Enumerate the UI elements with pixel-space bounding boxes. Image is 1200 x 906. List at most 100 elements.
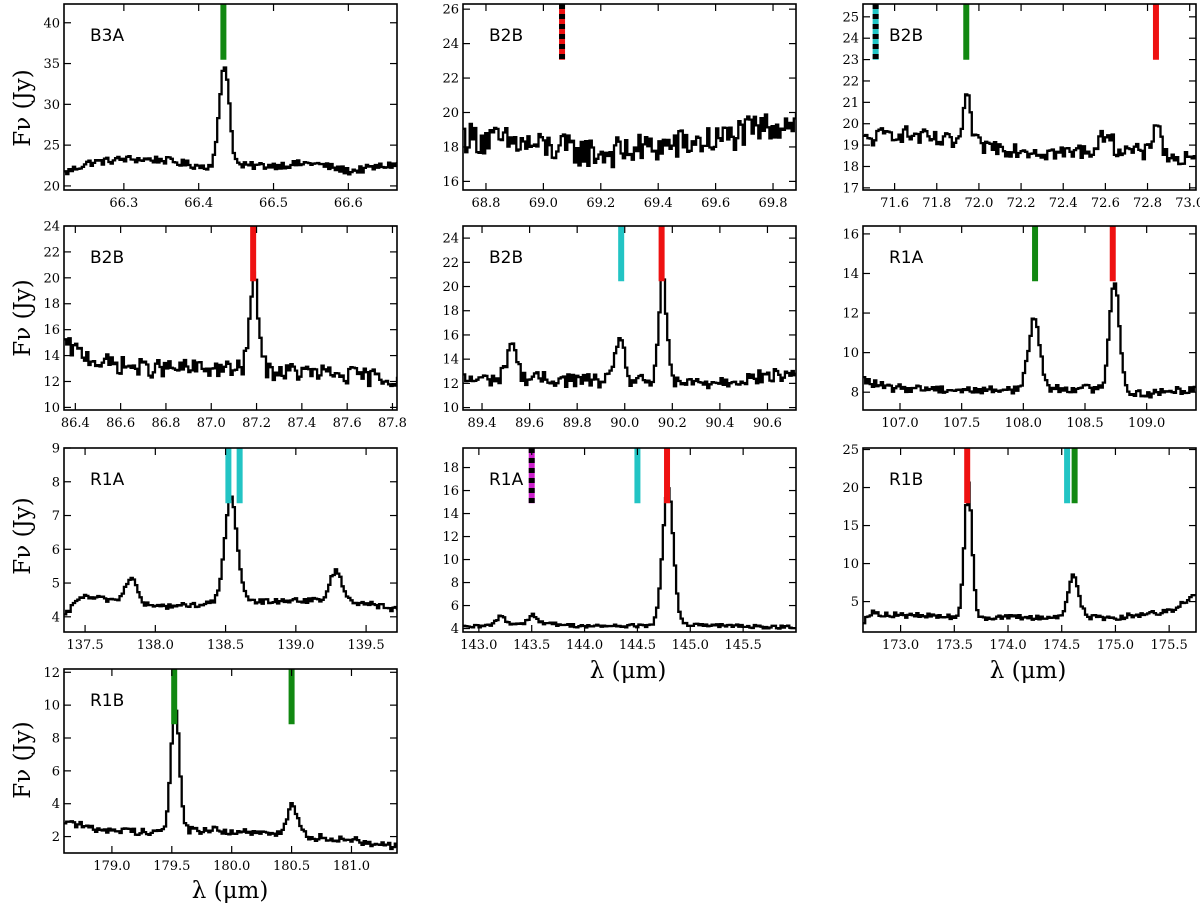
spectrum-line <box>64 709 397 851</box>
y-tick-label: 22 <box>442 72 459 87</box>
x-tick-label: 139.0 <box>277 638 314 653</box>
y-tick-label: 10 <box>442 401 459 416</box>
panel-label: B3A <box>90 26 124 46</box>
x-tick-label: 137.5 <box>66 638 103 653</box>
y-tick-label: 14 <box>842 267 859 282</box>
plot-frame <box>462 447 797 633</box>
y-axis-title-row-1: Fν (Jy) <box>10 69 36 146</box>
x-tick-label: 73.0 <box>1175 196 1200 211</box>
x-tick-label: 89.8 <box>563 416 592 431</box>
x-tick-label: 69.6 <box>701 196 730 211</box>
x-tick-label: 174.0 <box>989 638 1026 653</box>
x-tick-label: 87.0 <box>197 416 226 431</box>
y-tick-label: 5 <box>851 595 859 610</box>
x-tick-label: 143.0 <box>460 638 497 653</box>
x-tick-label: 90.6 <box>753 416 782 431</box>
y-tick-label: 35 <box>43 57 60 72</box>
y-tick-label: 25 <box>842 443 859 458</box>
x-tick-label: 72.6 <box>1091 196 1120 211</box>
x-tick-label: 109.0 <box>1128 416 1165 431</box>
x-tick-label: 66.5 <box>259 196 288 211</box>
y-tick-label: 20 <box>43 271 60 286</box>
spectrum-line <box>463 487 796 630</box>
y-tick-label: 12 <box>442 377 459 392</box>
spectrum-line <box>863 481 1196 625</box>
y-tick-label: 30 <box>43 98 60 113</box>
plot-frame <box>862 225 1197 411</box>
y-tick-label: 14 <box>442 353 459 368</box>
y-tick-label: 19 <box>842 139 859 154</box>
x-tick-label: 72.0 <box>964 196 993 211</box>
x-tick-label: 87.6 <box>333 416 362 431</box>
y-tick-label: 4 <box>52 610 60 625</box>
y-tick-label: 10 <box>43 699 60 714</box>
y-tick-label: 20 <box>842 117 859 132</box>
x-tick-label: 145.5 <box>725 638 762 653</box>
y-tick-label: 15 <box>842 519 859 534</box>
x-tick-label: 72.8 <box>1133 196 1162 211</box>
x-tick-label: 87.2 <box>242 416 271 431</box>
x-tick-label: 107.5 <box>943 416 980 431</box>
plot-frame <box>63 447 398 633</box>
spectrum-line <box>863 282 1196 399</box>
y-tick-label: 40 <box>43 16 60 31</box>
y-tick-label: 4 <box>451 622 459 637</box>
y-tick-label: 25 <box>842 10 859 25</box>
y-tick-label: 10 <box>842 346 859 361</box>
x-tick-label: 66.3 <box>109 196 138 211</box>
x-tick-label: 180.5 <box>273 859 310 874</box>
y-axis-title-row-4: Fν (Jy) <box>10 721 36 798</box>
y-tick-label: 25 <box>43 139 60 154</box>
y-tick-label: 20 <box>442 106 459 121</box>
panel-label: R1B <box>889 470 923 490</box>
x-axis-title-col-2: λ (μm) <box>590 658 667 684</box>
y-tick-label: 10 <box>442 553 459 568</box>
y-tick-label: 20 <box>842 481 859 496</box>
x-tick-label: 173.0 <box>882 638 919 653</box>
y-tick-label: 22 <box>842 74 859 89</box>
x-tick-label: 90.2 <box>658 416 687 431</box>
y-tick-label: 24 <box>442 232 459 247</box>
x-tick-label: 87.8 <box>378 416 407 431</box>
x-tick-label: 72.4 <box>1049 196 1078 211</box>
x-tick-label: 143.5 <box>513 638 550 653</box>
y-tick-label: 20 <box>442 280 459 295</box>
plot-frame <box>862 3 1197 191</box>
plot-frame <box>462 225 797 411</box>
x-tick-label: 180.0 <box>213 859 250 874</box>
x-tick-label: 138.0 <box>137 638 174 653</box>
y-tick-label: 14 <box>43 349 60 364</box>
y-tick-label: 23 <box>842 53 859 68</box>
x-tick-label: 71.6 <box>880 196 909 211</box>
panel-label: R1B <box>90 691 124 711</box>
y-tick-label: 26 <box>442 3 459 18</box>
y-tick-label: 12 <box>842 307 859 322</box>
y-tick-label: 4 <box>52 797 60 812</box>
spectrum-line <box>64 495 397 616</box>
x-tick-label: 107.0 <box>881 416 918 431</box>
y-tick-label: 8 <box>851 386 859 401</box>
x-tick-label: 144.5 <box>619 638 656 653</box>
x-tick-label: 69.0 <box>529 196 558 211</box>
y-tick-label: 18 <box>43 297 60 312</box>
x-tick-label: 175.0 <box>1097 638 1134 653</box>
spectrum-line <box>64 66 397 176</box>
y-tick-label: 18 <box>442 461 459 476</box>
x-tick-label: 90.0 <box>610 416 639 431</box>
panel-label: B2B <box>489 248 523 268</box>
spectrum-line <box>463 112 796 169</box>
spectrum-line <box>463 271 796 390</box>
plot-frame <box>862 447 1197 633</box>
y-axis-title-row-3: Fν (Jy) <box>10 497 36 574</box>
y-tick-label: 18 <box>442 140 459 155</box>
x-tick-label: 145.0 <box>672 638 709 653</box>
y-tick-label: 16 <box>442 175 459 190</box>
x-tick-label: 175.5 <box>1151 638 1188 653</box>
x-tick-label: 68.8 <box>471 196 500 211</box>
x-tick-label: 69.8 <box>759 196 788 211</box>
y-tick-label: 10 <box>842 557 859 572</box>
panel-5: 89.4 89.6 89.8 90.0 90.2 90.4 90.6 10 12 14 16 18 20… <box>442 225 797 431</box>
y-tick-label: 24 <box>842 32 859 47</box>
y-tick-label: 12 <box>43 375 60 390</box>
y-tick-label: 17 <box>842 181 859 196</box>
